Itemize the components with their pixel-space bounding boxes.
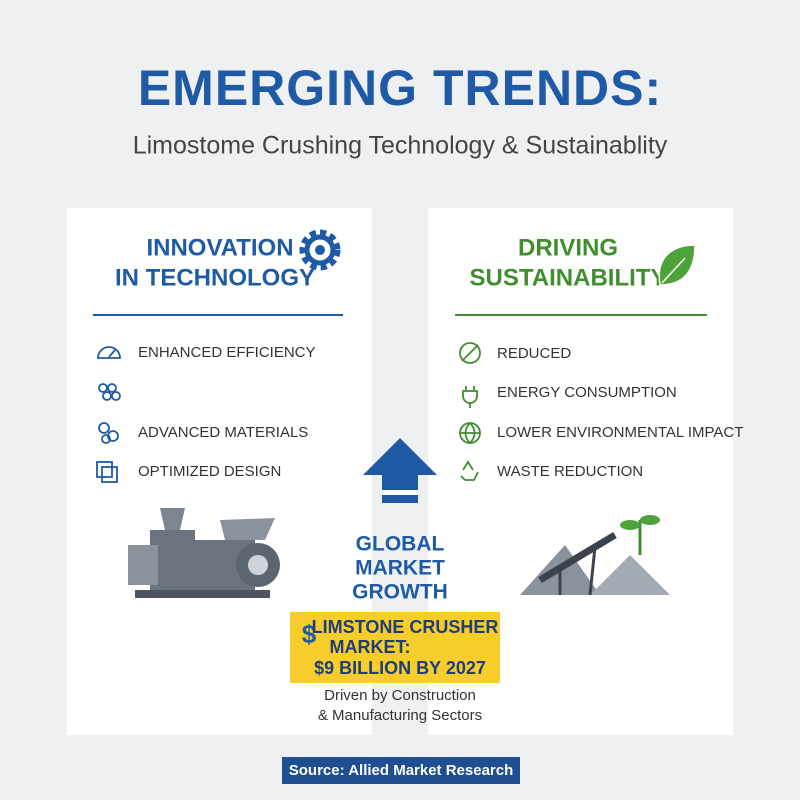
- icons: [459, 342, 481, 481]
- market-box: [290, 612, 500, 683]
- leaf-icon: [658, 244, 696, 286]
- growth-label: GLOBAL: [356, 533, 445, 556]
- heading: IN TECHNOLOGY: [115, 264, 315, 291]
- growth-arrow: [363, 438, 437, 503]
- growth-label: GROWTH: [352, 581, 448, 604]
- heading: DRIVING: [518, 234, 618, 261]
- conveyor-illustration: [520, 515, 670, 596]
- item: OPTIMIZED DESIGN: [138, 463, 281, 480]
- heading: SUSTAINABILITY: [470, 264, 667, 291]
- item: ADVANCED MATERIALS: [138, 424, 308, 441]
- gear-icon: [299, 229, 341, 271]
- market-text: $9 BILLION BY 2027: [314, 658, 486, 678]
- arrow-stripe: [382, 490, 418, 495]
- heading: INNOVATION: [146, 234, 293, 261]
- item: ENHANCED EFFICIENCY: [138, 344, 316, 361]
- caption: & Manufacturing Sectors: [318, 707, 482, 724]
- growth-label: MARKET: [355, 557, 445, 580]
- title: EMERGING TRENDS:: [138, 60, 662, 116]
- subtitle: Limostome Crushing Technology & Sustaina…: [133, 132, 668, 160]
- item: WASTE REDUCTION: [497, 463, 643, 480]
- source-box: [282, 757, 520, 784]
- market-text: MARKET:: [330, 637, 411, 657]
- crusher-illustration: [128, 508, 280, 598]
- source: Source: Allied Market Research: [289, 762, 514, 779]
- icons: [96, 346, 121, 483]
- item: REDUCED: [497, 345, 571, 362]
- item: ENERGY CONSUMPTION: [497, 384, 677, 401]
- caption: Driven by Construction: [324, 687, 476, 704]
- item: LOWER ENVIRONMENTAL IMPACT: [497, 424, 743, 441]
- dollar-symbol: $: [302, 619, 317, 649]
- market-text: LIMSTONE CRUSHER: [312, 617, 499, 637]
